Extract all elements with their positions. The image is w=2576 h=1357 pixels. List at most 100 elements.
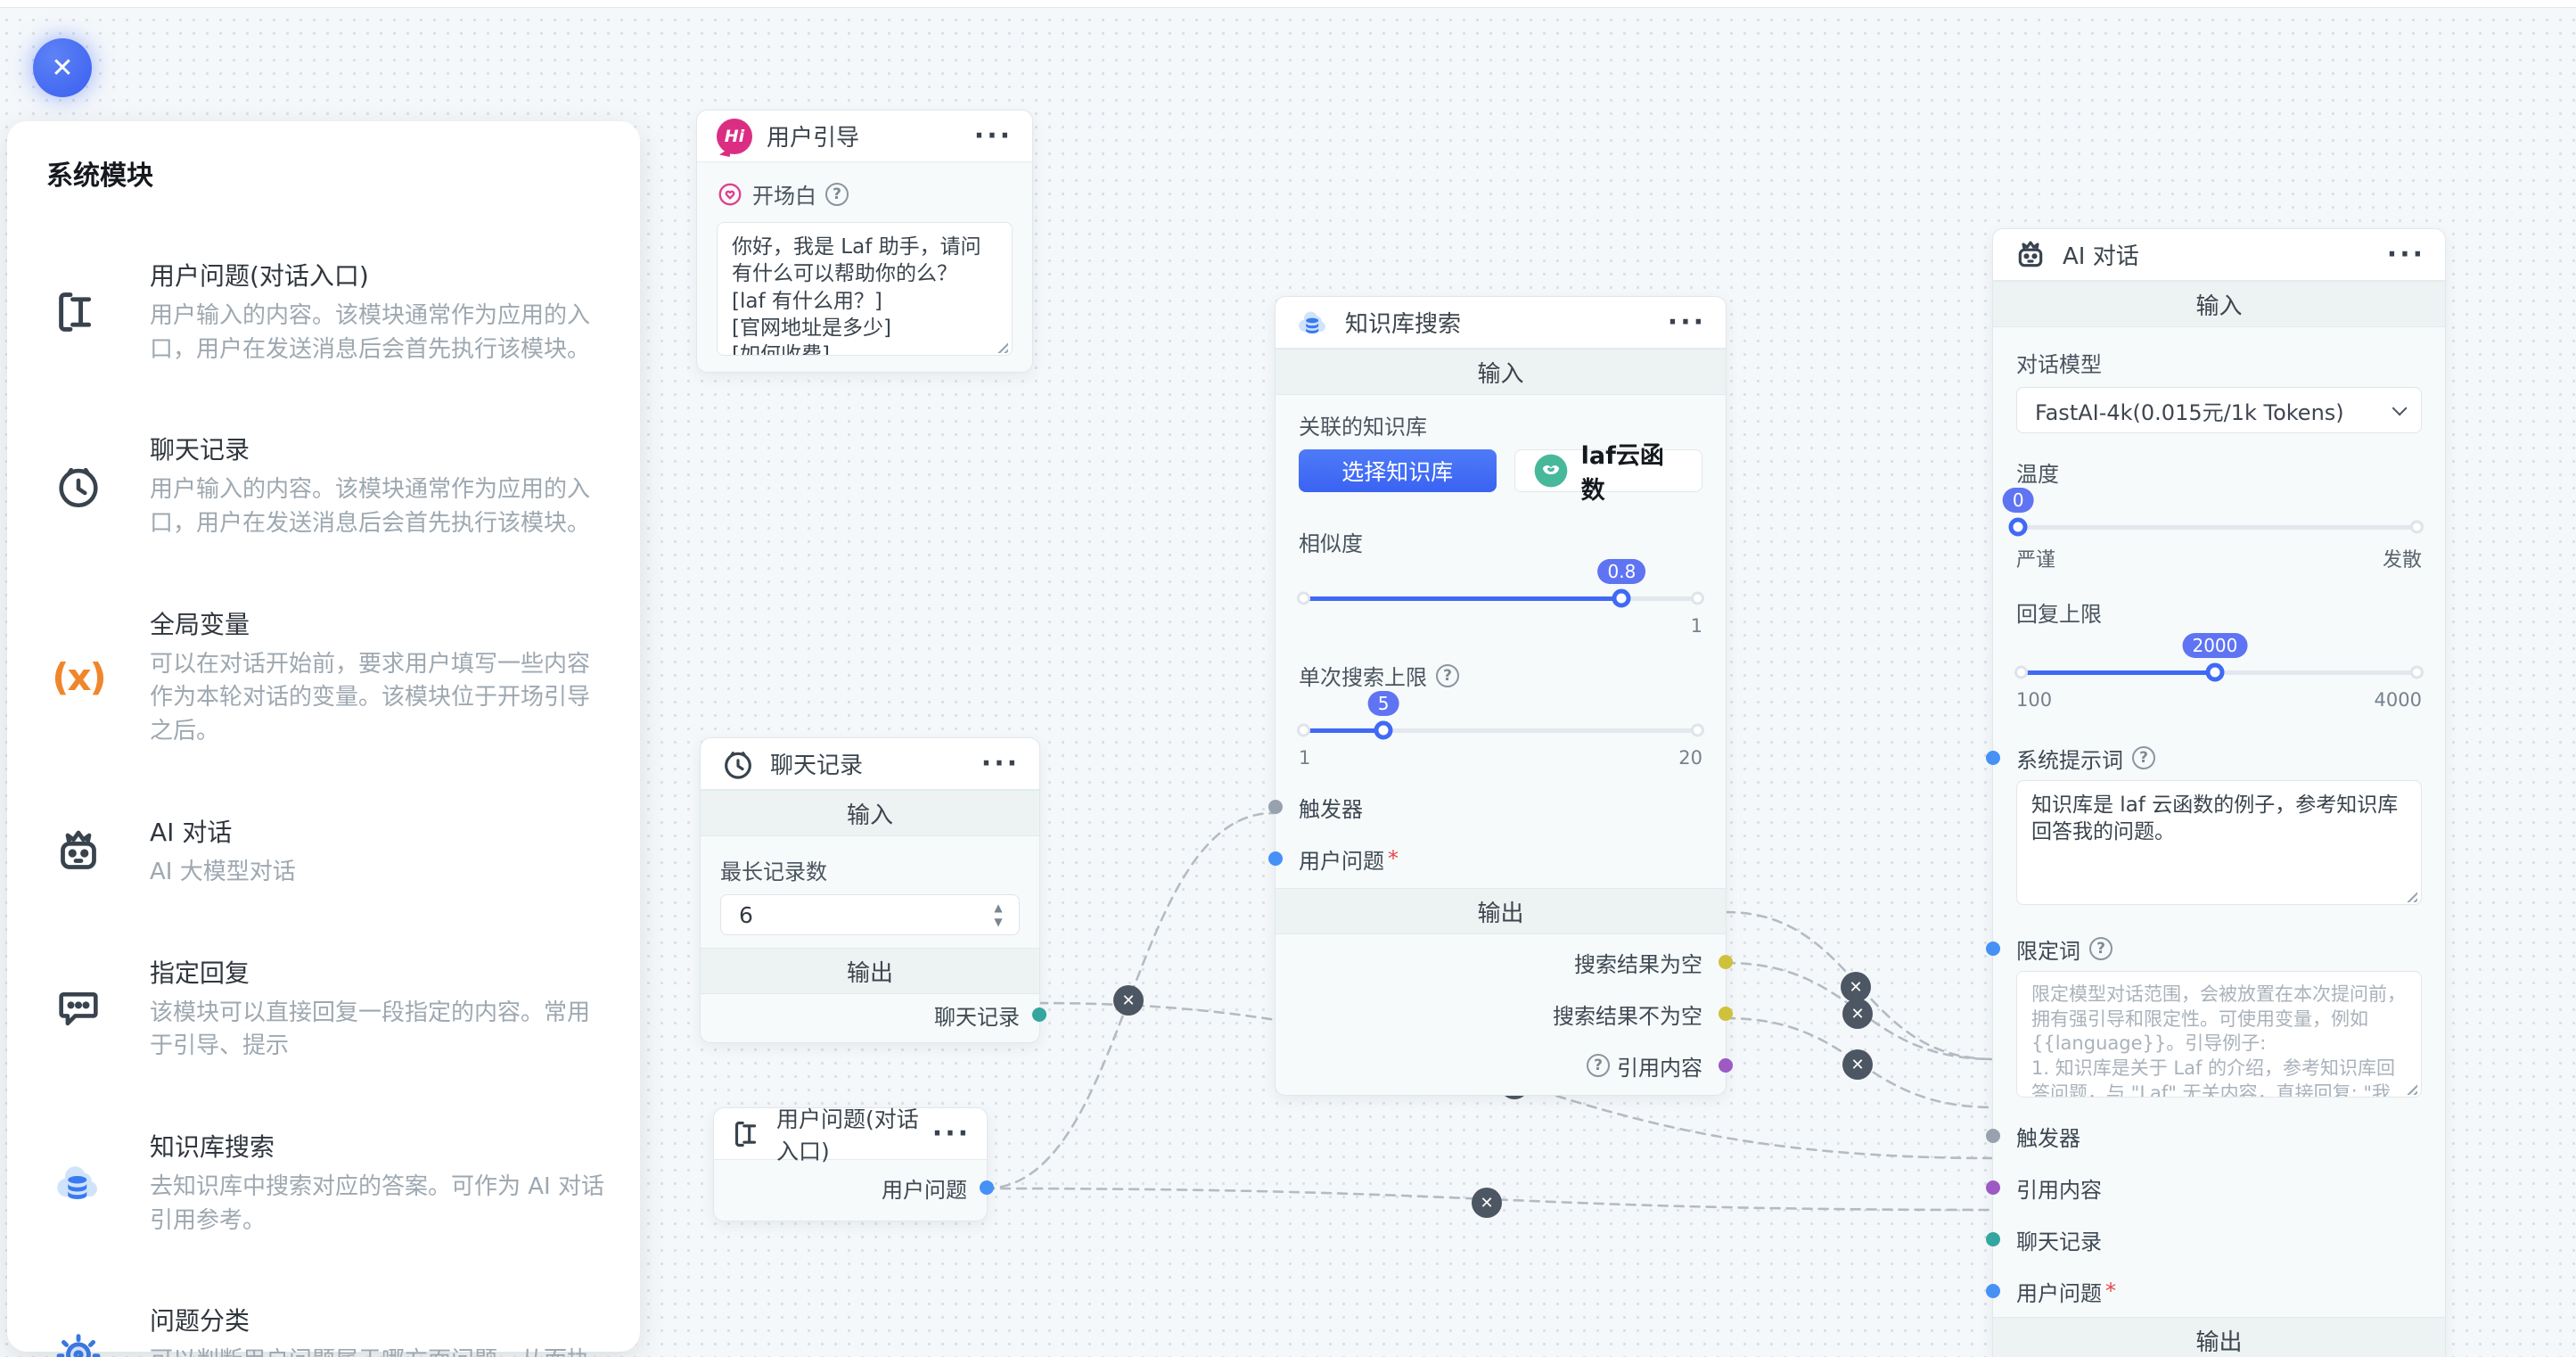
text-cursor-icon: [734, 1121, 757, 1147]
node-title: 用户问题(对话入口): [776, 1106, 919, 1164]
port-handle[interactable]: [1986, 751, 2000, 765]
stepper-down-icon[interactable]: ▼: [994, 916, 1003, 928]
sidebar-item-desc: AI 大模型对话: [150, 858, 296, 885]
output-section-header: 输出: [1993, 1317, 2445, 1357]
output-port-row: 搜索结果为空: [1299, 949, 1733, 977]
slider-thumb[interactable]: [2205, 662, 2225, 682]
more-menu-icon[interactable]: ···: [973, 119, 1013, 152]
select-dataset-button[interactable]: 选择知识库: [1299, 449, 1497, 492]
node-user-guide[interactable]: Hi 用户引导 ··· 开场白 ? 你好，我是 Laf 助手，请问有什么可以帮助…: [696, 110, 1033, 373]
sidebar-item-kb-search[interactable]: 知识库搜索 去知识库中搜索对应的答案。可作为 AI 对话引用参考。: [46, 1128, 608, 1238]
more-menu-icon[interactable]: ···: [931, 1117, 971, 1149]
kb-search-icon: [57, 1165, 97, 1199]
output-section-header: 输出: [1276, 888, 1726, 934]
slider-value-badge: 2000: [2182, 633, 2248, 658]
node-title: 聊天记录: [770, 753, 864, 779]
stepper-up-icon[interactable]: ▲: [994, 901, 1003, 914]
help-icon[interactable]: ?: [825, 182, 849, 206]
port-handle[interactable]: [1986, 942, 2000, 956]
close-icon: ✕: [1480, 1193, 1494, 1213]
limit-words-textarea[interactable]: [2016, 971, 2422, 1098]
kb-search-icon: [1299, 311, 1325, 333]
more-menu-icon[interactable]: ···: [1667, 306, 1706, 338]
node-title: 知识库搜索: [1345, 311, 1462, 338]
max-records-label: 最长记录数: [720, 859, 827, 884]
close-panel-button[interactable]: ✕: [33, 38, 92, 97]
search-limit-slider[interactable]: 5: [1297, 691, 1704, 740]
temperature-slider[interactable]: 0: [2002, 488, 2424, 537]
node-ai-chat[interactable]: AI 对话 ··· 输入 对话模型 FastAI-4k(0.015元/1k To…: [1986, 228, 2446, 1357]
sidebar-item-chat-history[interactable]: 聊天记录 用户输入的内容。该模块通常作为应用的入口，用户在发送消息后会首先执行该…: [46, 431, 608, 540]
reply-limit-slider[interactable]: 2000: [2014, 633, 2424, 682]
disconnect-button[interactable]: ✕: [1113, 985, 1144, 1016]
disconnect-button[interactable]: ✕: [1842, 1049, 1873, 1080]
port-handle[interactable]: [1986, 1284, 2000, 1298]
slider-thumb[interactable]: [1374, 720, 1393, 740]
temp-strict-label: 严谨: [2016, 549, 2056, 572]
disconnect-button[interactable]: ✕: [1841, 972, 1871, 1002]
port-handle[interactable]: [1719, 1058, 1733, 1073]
node-header[interactable]: AI 对话 ···: [1993, 229, 2445, 281]
sidebar-item-desc: 该模块可以直接回复一段指定的内容。常用于引导、提示: [150, 999, 591, 1060]
max-records-input[interactable]: 6 ▲ ▼: [720, 894, 1020, 935]
welcome-label-row: 开场白 ?: [717, 178, 1013, 210]
port-handle[interactable]: [1032, 1007, 1046, 1022]
sidebar-item-user-question[interactable]: 用户问题(对话入口) 用户输入的内容。该模块通常作为应用的入口，用户在发送消息后…: [46, 257, 608, 366]
history-clock-icon: [59, 467, 98, 508]
help-icon[interactable]: ?: [2132, 746, 2155, 769]
hi-bubble-icon: Hi: [717, 118, 752, 154]
input-section-header: 输入: [701, 790, 1039, 836]
sidebar-item-ai-chat[interactable]: AI 对话 AI 大模型对话: [46, 813, 608, 890]
disconnect-button[interactable]: ✕: [1842, 999, 1873, 1029]
help-icon[interactable]: ?: [2089, 937, 2112, 960]
port-handle[interactable]: [1268, 851, 1283, 866]
port-label: 聊天记录: [934, 1004, 1020, 1030]
node-header[interactable]: 聊天记录 ···: [701, 738, 1039, 790]
similarity-slider[interactable]: 0.8: [1297, 559, 1704, 608]
chevron-down-icon: [2391, 400, 2408, 416]
disconnect-button[interactable]: ✕: [1472, 1188, 1502, 1218]
port-handle[interactable]: [1719, 955, 1733, 969]
slider-thumb[interactable]: [2008, 517, 2028, 537]
sidebar-item-title: 全局变量: [150, 609, 250, 639]
node-kb-search[interactable]: 知识库搜索 ··· 输入 关联的知识库 选择知识库 laf云函数 相似度: [1268, 296, 1733, 1096]
port-handle[interactable]: [1986, 1180, 2000, 1195]
input-port-row: 触发器: [1986, 1123, 2422, 1151]
node-header[interactable]: 知识库搜索 ···: [1276, 297, 1726, 349]
more-menu-icon[interactable]: ···: [2386, 238, 2425, 270]
ai-robot-icon: [2018, 240, 2043, 267]
help-icon[interactable]: ?: [1587, 1054, 1610, 1077]
sidebar-title: 系统模块: [46, 160, 153, 192]
dataset-chip[interactable]: laf云函数: [1514, 442, 1702, 505]
close-icon: ✕: [1850, 1055, 1865, 1074]
sidebar-item-question-classify[interactable]: 问题分类 可以判断用户问题属于哪方面问题，从而执行不同的操作。: [46, 1302, 608, 1357]
port-label: 触发器: [2016, 1125, 2080, 1151]
connection-edge: [1037, 1001, 1996, 1160]
node-header[interactable]: Hi 用户引导 ···: [697, 111, 1032, 162]
node-user-question[interactable]: 用户问题(对话入口) ··· 用户问题: [713, 1106, 994, 1221]
port-handle[interactable]: [980, 1180, 994, 1195]
system-prompt-textarea[interactable]: 知识库是 laf 云函数的例子，参考知识库回答我的问题。: [2016, 780, 2422, 905]
port-handle[interactable]: [1986, 1232, 2000, 1246]
sidebar-item-title: 知识库搜索: [150, 1131, 275, 1162]
port-handle[interactable]: [1719, 1007, 1733, 1021]
connection-edge: [1724, 1016, 1996, 1109]
welcome-textarea[interactable]: 你好，我是 Laf 助手，请问有什么可以帮助你的么？ [laf 有什么用？] […: [717, 222, 1013, 356]
slider-value-badge: 5: [1367, 691, 1399, 716]
help-icon[interactable]: ?: [1436, 663, 1459, 687]
port-label: 用户问题: [882, 1177, 967, 1203]
slider-thumb[interactable]: [1612, 588, 1631, 608]
port-handle[interactable]: [1268, 800, 1283, 814]
slider-value-badge: 0.8: [1597, 559, 1646, 584]
node-chat-history[interactable]: 聊天记录 ··· 输入 最长记录数 6 ▲ ▼ 输出 聊天记录: [700, 737, 1046, 1043]
sidebar-item-fixed-reply[interactable]: 指定回复 该模块可以直接回复一段指定的内容。常用于引导、提示: [46, 954, 608, 1064]
sidebar-item-global-variables[interactable]: (x) 全局变量 可以在对话开始前，要求用户填写一些内容作为本轮对话的变量。该模…: [46, 605, 608, 749]
node-header[interactable]: 用户问题(对话入口) ···: [714, 1106, 987, 1164]
slider-value-badge: 0: [2002, 488, 2034, 513]
temperature-label: 温度: [2016, 462, 2059, 487]
laf-logo-icon: [1534, 454, 1567, 488]
more-menu-icon[interactable]: ···: [980, 747, 1020, 779]
model-select[interactable]: FastAI-4k(0.015元/1k Tokens): [2016, 387, 2422, 433]
port-handle[interactable]: [1986, 1129, 2000, 1143]
